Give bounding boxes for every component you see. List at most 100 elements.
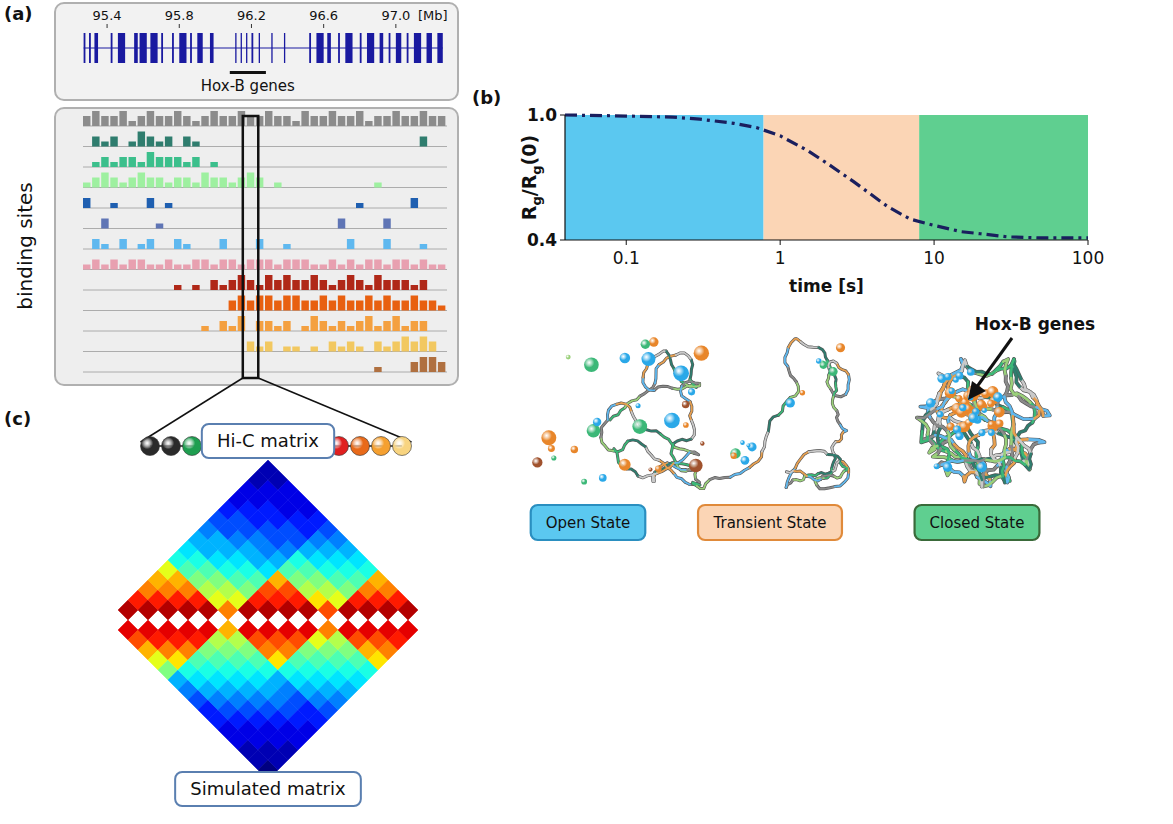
polymer-shadow (762, 431, 769, 451)
binding-bar (320, 321, 327, 331)
tick-label: 96.2 (237, 8, 266, 23)
gene (437, 33, 442, 63)
binding-bar (210, 372, 217, 373)
state-label: Transient State (713, 514, 827, 532)
tick-label: 95.4 (93, 8, 122, 23)
polymer-shadow (1017, 423, 1032, 437)
binding-bar (283, 275, 290, 290)
polymer-segment (674, 473, 690, 484)
polymer-segment (749, 452, 762, 468)
gene (309, 33, 311, 63)
polymer-shadow (673, 439, 691, 444)
binding-bar (165, 137, 172, 147)
protein-sphere (584, 357, 599, 372)
binding-bar (183, 137, 190, 147)
protein-sphere (740, 440, 745, 445)
binding-bar (119, 239, 126, 249)
binding-bar (356, 301, 363, 311)
track-baseline (83, 372, 447, 373)
polymer-segment (786, 471, 793, 473)
binding-bar (174, 239, 181, 249)
binding-bar (392, 249, 399, 250)
gene (140, 33, 147, 63)
polymer-segment (1033, 397, 1044, 416)
binding-bar (138, 290, 145, 291)
polymer-segment (659, 355, 676, 365)
polymer-segment (954, 432, 971, 443)
diagonal-marker (234, 616, 242, 624)
protein-sphere (836, 343, 845, 352)
binding-bar (83, 290, 90, 291)
gene (179, 33, 186, 63)
binding-bar (192, 331, 199, 332)
binding-bar (420, 301, 427, 311)
polymer-segment (837, 363, 849, 375)
binding-bar (402, 146, 409, 147)
x-tick (934, 240, 935, 245)
polymer-segment (807, 476, 821, 481)
polymer-shadow (749, 452, 762, 468)
protein-sphere (959, 404, 966, 411)
binding-bar (220, 310, 227, 311)
polymer-segment (1011, 378, 1019, 396)
binding-bar (329, 208, 336, 209)
binding-bar (220, 116, 227, 126)
tick-label: 96.6 (309, 8, 338, 23)
binding-bar (438, 228, 445, 229)
state-label: Open State (546, 514, 631, 532)
polymer-segment (674, 452, 690, 463)
binding-bar (438, 249, 445, 250)
binding-bar (229, 326, 236, 331)
protein-sphere (673, 365, 689, 381)
binding-bar (329, 167, 336, 168)
binding-bar (292, 280, 299, 290)
protein-sphere (949, 388, 955, 394)
binding-bar (119, 146, 126, 147)
binding-bar (110, 372, 117, 373)
binding-bar (274, 167, 281, 168)
binding-bar (192, 285, 199, 290)
protein-sphere (829, 367, 838, 376)
binding-bar (274, 301, 281, 311)
binding-bar (347, 326, 354, 331)
binding-bar (356, 167, 363, 168)
heatmap-cell (398, 600, 418, 620)
polymer-segment (690, 402, 692, 421)
polymer-segment (1013, 416, 1017, 437)
binding-bar (365, 187, 372, 188)
protein-sphere (581, 479, 587, 485)
binding-bar (220, 260, 227, 270)
protein-sphere (820, 361, 828, 369)
binding-bar (329, 372, 336, 373)
binding-bar (329, 260, 336, 270)
y-axis-title-part: (0) (518, 135, 540, 166)
polymer-shadow (1004, 434, 1006, 455)
binding-bar (110, 249, 117, 250)
gene (84, 33, 86, 63)
genome-box (55, 3, 458, 100)
protein-sphere (689, 459, 703, 473)
binding-bar (356, 265, 363, 270)
polymer-segment (983, 476, 1002, 487)
binding-bar (402, 208, 409, 209)
binding-bar (347, 301, 354, 311)
binding-bar (83, 228, 90, 229)
binding-bar (329, 326, 336, 331)
polymer-segment (730, 468, 749, 478)
state-label: Closed State (930, 514, 1025, 532)
binding-bar (429, 301, 436, 311)
binding-bar (265, 208, 272, 209)
binding-bar (156, 142, 163, 147)
render-open (532, 337, 709, 484)
binding-bar (229, 280, 236, 290)
cluster-label: Hox-B genes (201, 77, 295, 95)
polymer-segment (610, 408, 625, 420)
polymer-segment (643, 378, 654, 391)
binding-bar (174, 157, 181, 167)
gene (89, 33, 91, 63)
binding-bar (119, 228, 126, 229)
binding-bar (392, 208, 399, 209)
x-tick-label: 100 (1072, 248, 1104, 268)
binding-bar (201, 326, 208, 331)
binding-bar (138, 244, 145, 249)
